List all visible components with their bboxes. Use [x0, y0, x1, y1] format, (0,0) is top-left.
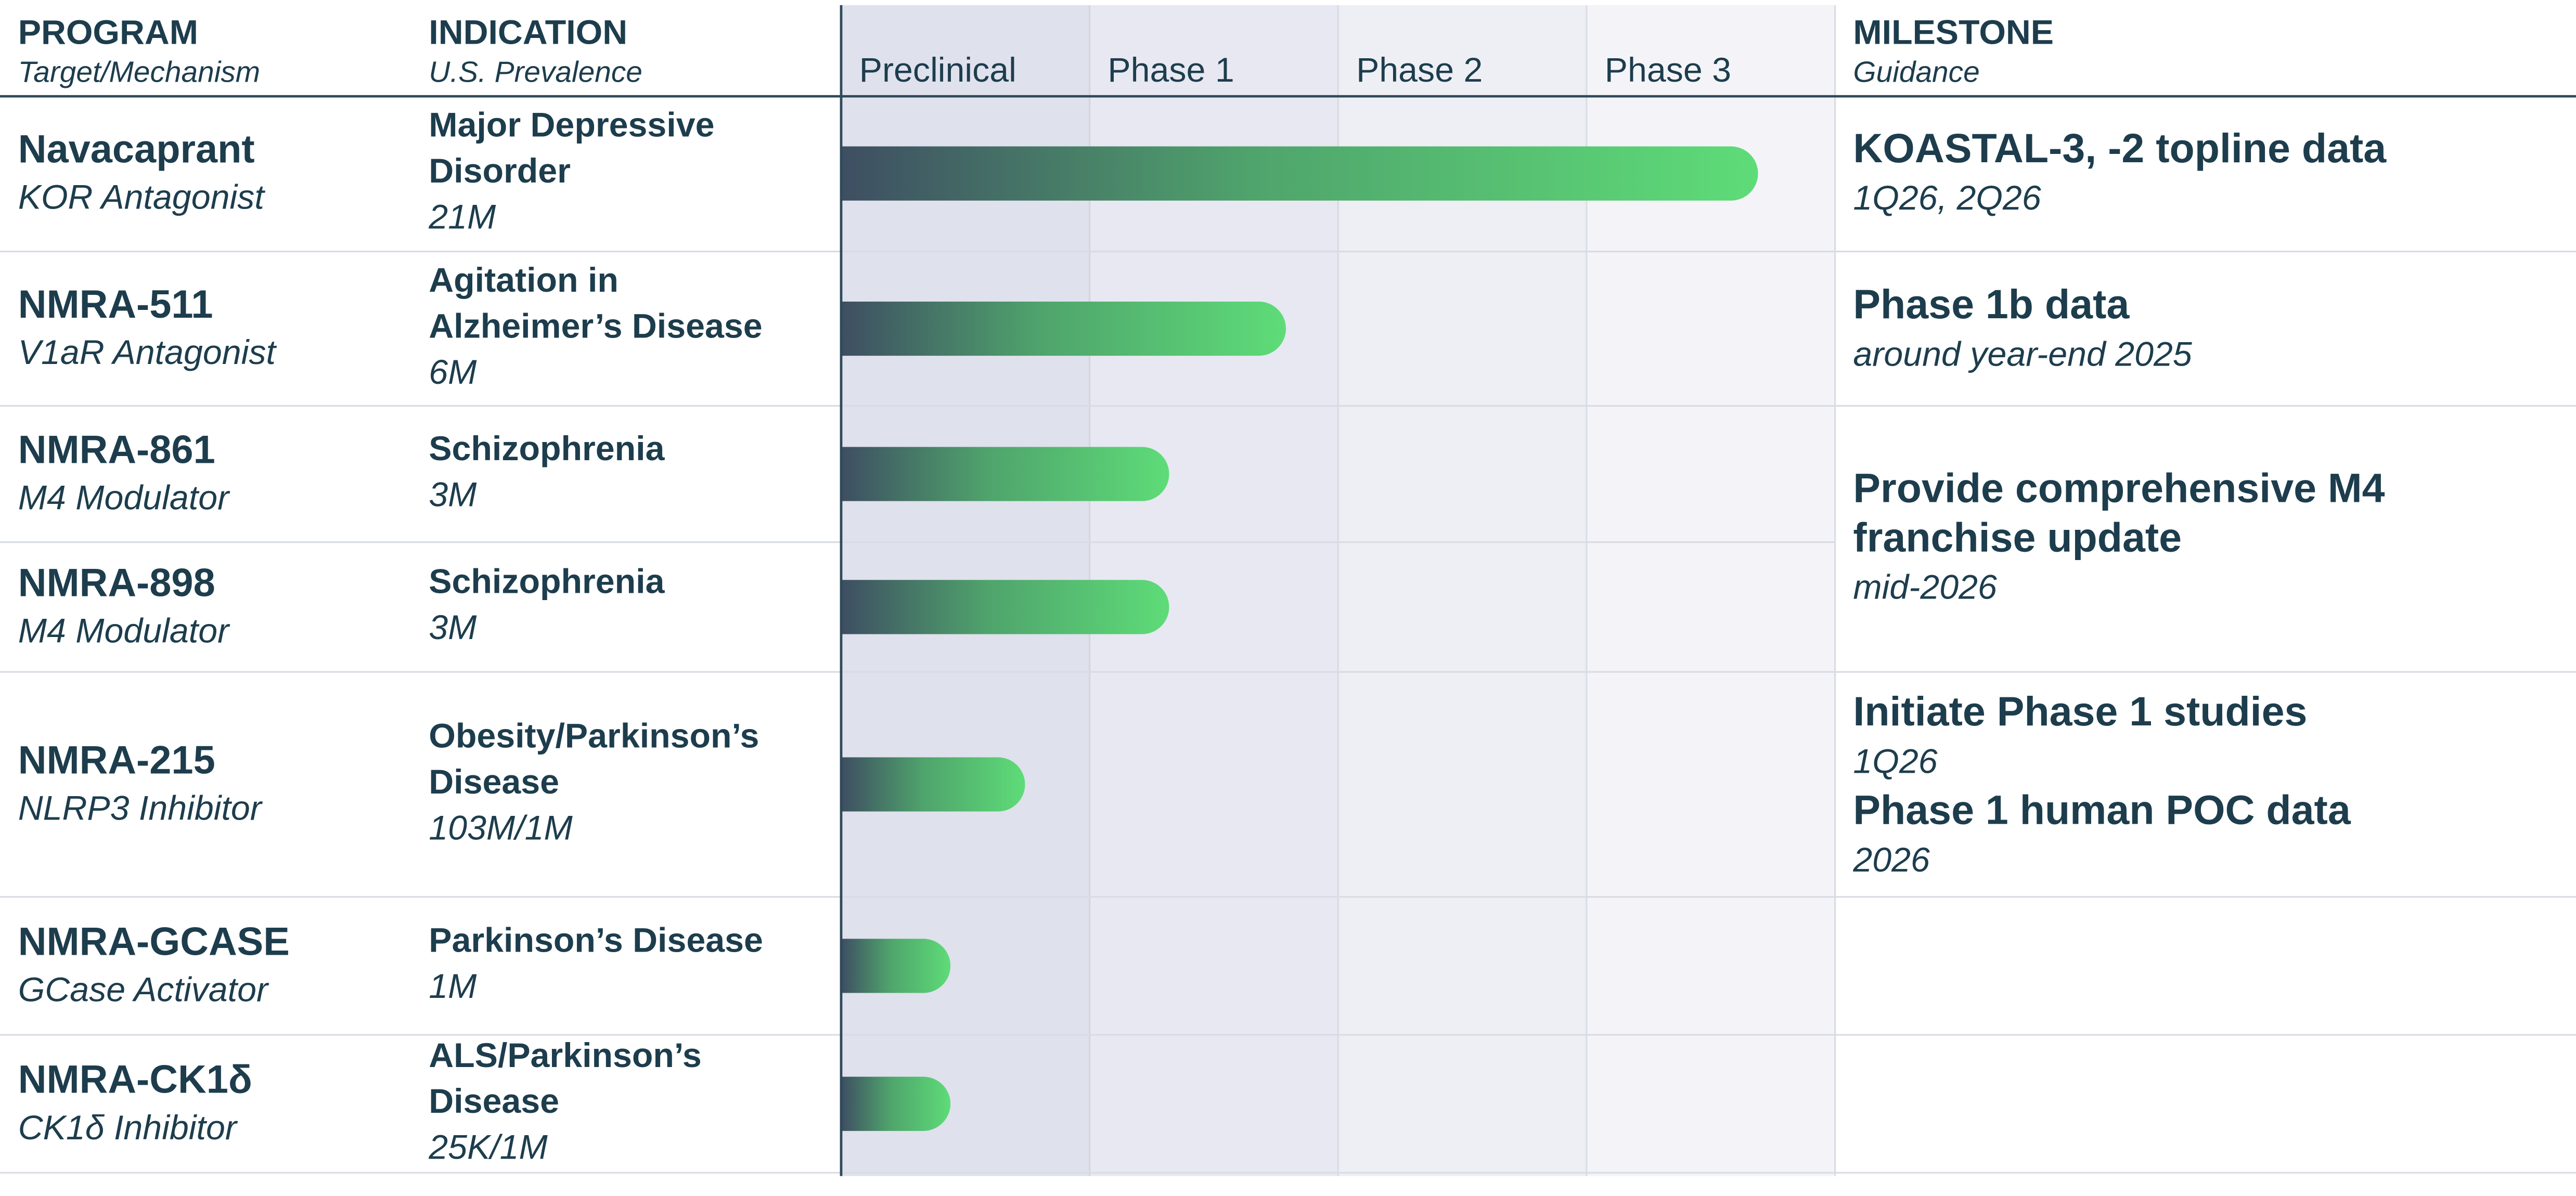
program-target: M4 Modulator [18, 479, 230, 517]
phase-label: Phase 2 [1356, 51, 1483, 89]
prevalence: 103M/1M [429, 809, 573, 847]
indication: Parkinson’s Disease [429, 921, 763, 960]
milestone-guidance: 1Q26 [1853, 742, 1937, 781]
indication: Obesity/Parkinson’s [429, 717, 759, 756]
header-milestone-sub: Guidance [1853, 56, 1979, 89]
progress-bar [841, 447, 1169, 501]
milestone-guidance: mid-2026 [1853, 568, 1997, 607]
milestone-guidance: 2026 [1852, 841, 1930, 879]
milestone-title: Initiate Phase 1 studies [1853, 688, 2307, 734]
program-target: V1aR Antagonist [18, 333, 277, 372]
program-name: NMRA-GCASE [18, 919, 290, 964]
indication: Schizophrenia [429, 430, 665, 468]
progress-bar [841, 301, 1286, 356]
progress-bar [841, 939, 951, 993]
milestone-title: Provide comprehensive M4 [1853, 465, 2385, 511]
phase-label: Preclinical [859, 51, 1016, 89]
header-milestone: MILESTONE [1853, 13, 2054, 51]
prevalence: 6M [429, 353, 477, 392]
progress-bar [841, 146, 1758, 201]
program-target: NLRP3 Inhibitor [18, 789, 263, 827]
milestone-guidance: 1Q26, 2Q26 [1853, 179, 2041, 217]
header-indication-sub: U.S. Prevalence [429, 56, 642, 89]
program-target: GCase Activator [18, 970, 269, 1009]
prevalence: 25K/1M [428, 1128, 548, 1167]
phase-label: Phase 3 [1605, 51, 1731, 89]
program-name: NMRA-861 [18, 428, 215, 472]
indication: Schizophrenia [429, 563, 665, 601]
rows: Preclinical Phase 1 Phase 2 Phase 3 Navacapr… [0, 51, 2576, 1174]
program-name: NMRA-215 [18, 738, 215, 782]
program-target: CK1δ Inhibitor [18, 1109, 238, 1147]
prevalence: 21M [428, 198, 496, 237]
progress-bar [841, 580, 1169, 634]
progress-bar [841, 757, 1025, 812]
program-name: Navacaprant [18, 127, 255, 172]
prevalence: 1M [429, 967, 477, 1006]
progress-bar [841, 1076, 951, 1131]
header-program: PROGRAM [18, 13, 198, 51]
milestone-guidance: around year-end 2025 [1853, 335, 2192, 373]
indication: Disorder [429, 152, 571, 190]
program-name: NMRA-898 [18, 561, 215, 605]
program-target: KOR Antagonist [18, 178, 266, 217]
phase-label: Phase 1 [1107, 51, 1234, 89]
header-program-sub: Target/Mechanism [18, 56, 260, 89]
indication: Major Depressive [429, 106, 714, 145]
program-name: NMRA-511 [18, 282, 213, 327]
milestone-title: Phase 1 human POC data [1853, 787, 2351, 833]
milestone-title: Phase 1b data [1853, 281, 2130, 327]
indication: Agitation in [429, 261, 619, 300]
prevalence: 3M [429, 608, 477, 647]
program-target: M4 Modulator [18, 612, 230, 650]
program-name: NMRA-CK1δ [18, 1058, 252, 1102]
indication: Alzheimer’s Disease [429, 307, 762, 346]
indication: ALS/Parkinson’s [429, 1036, 702, 1075]
header-indication: INDICATION [429, 13, 627, 51]
milestone-title: KOASTAL-3, -2 topline data [1853, 125, 2387, 171]
indication: Disease [429, 1082, 559, 1121]
prevalence: 3M [429, 475, 477, 514]
indication: Disease [429, 763, 559, 801]
milestone-title: franchise update [1853, 514, 2182, 560]
